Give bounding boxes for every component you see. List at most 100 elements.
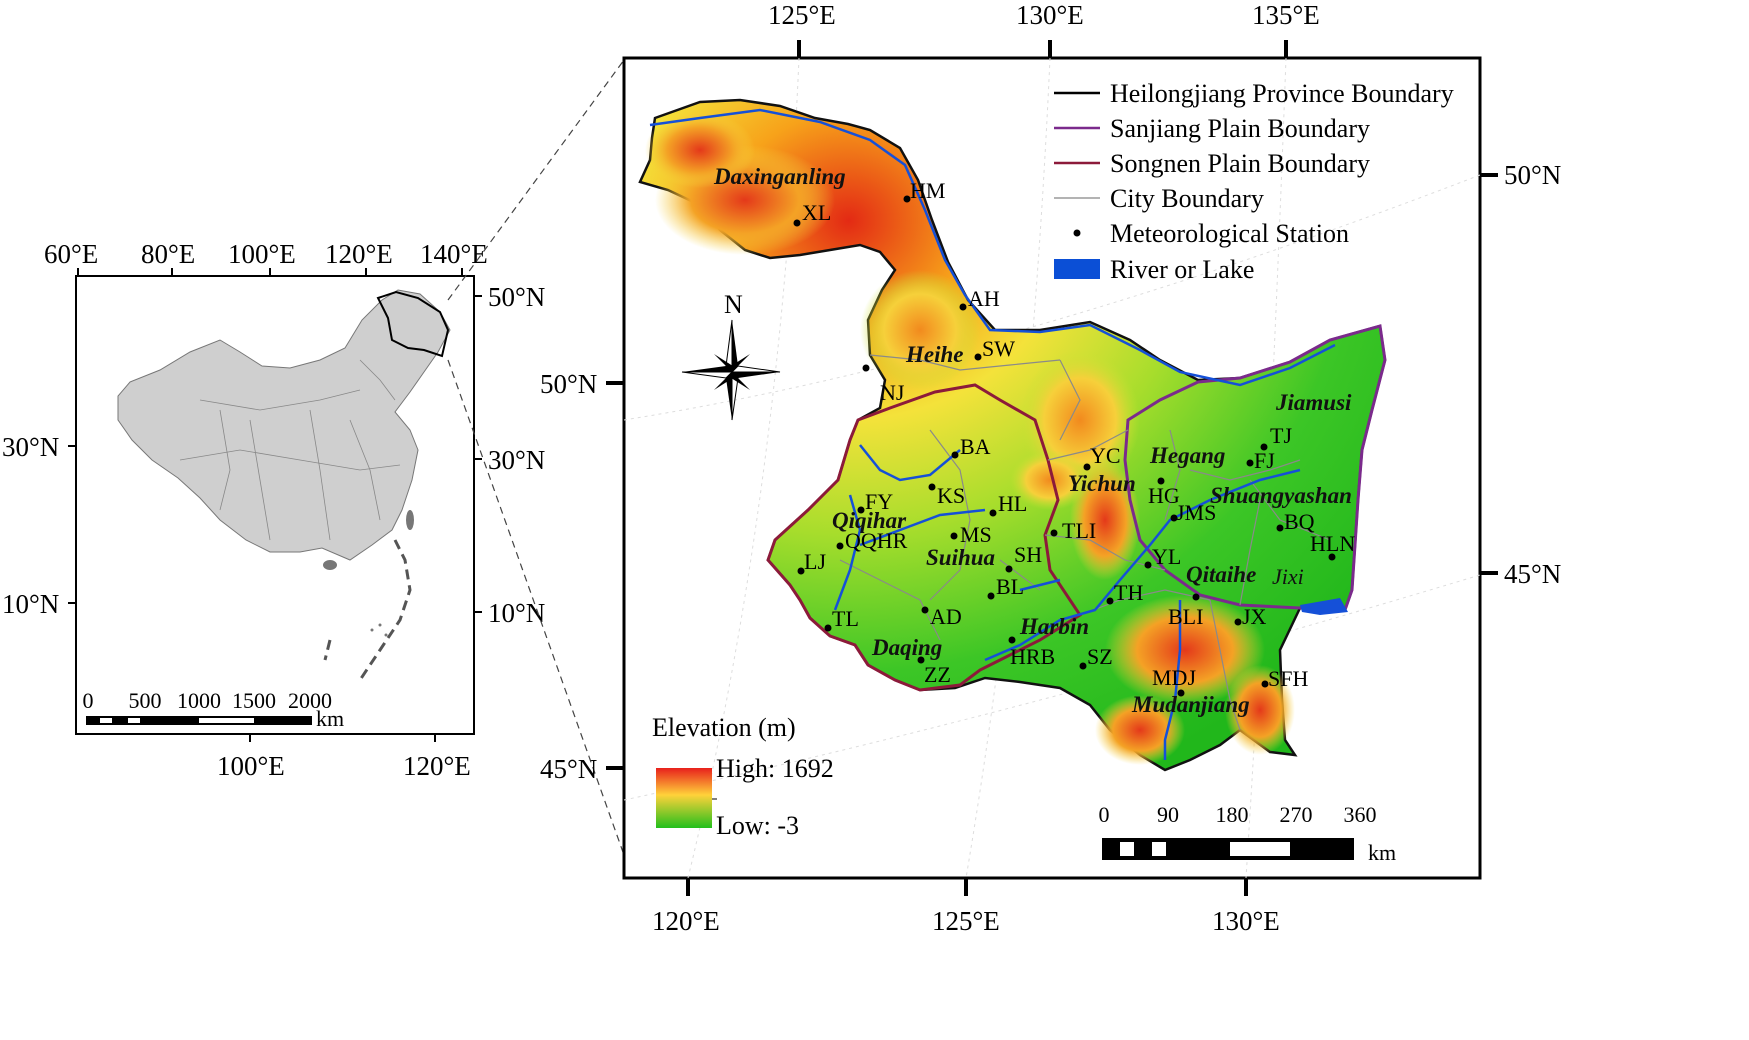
inset-bottom-tick: 100°E [217,751,285,781]
station-label: SW [982,336,1015,361]
city-label: Qiqihar [832,508,907,533]
inset-tick-marks [68,268,482,742]
inset-top-tick: 120°E [325,239,393,269]
station-label: FJ [1254,448,1275,473]
station-label: BQ [1284,509,1315,534]
north-label: N [724,290,743,319]
svg-text:0: 0 [1099,802,1110,827]
station-label: HLN [1310,531,1355,556]
elevation-high: High: 1692 [716,754,834,783]
station-label: YC [1090,443,1121,468]
main-left-tick: 45°N [540,754,597,784]
svg-text:2000: 2000 [288,688,332,713]
main-top-tick: 135°E [1252,0,1320,30]
city-label: Harbin [1019,614,1089,639]
province-lines [179,359,401,541]
elevation-title: Elevation (m) [652,713,796,742]
main-left-tick: 50°N [540,369,597,399]
svg-text:1500: 1500 [232,688,276,713]
city-label: Heihe [905,342,964,367]
station-label: SFH [1268,666,1308,691]
songnen-plain-boundary [766,383,1083,692]
svg-text:km: km [1368,840,1396,865]
legend-label: Meteorological Station [1110,219,1349,248]
inset-bottom-tick: 120°E [403,751,471,781]
station-label: ZZ [924,662,951,687]
station-label: LJ [804,549,826,574]
main-map: N 125°E 130°E 135°E 120°E 125°E 130°E 50… [540,0,1561,936]
north-arrow-icon [681,319,781,421]
inset-right-tick: 30°N [488,445,545,475]
legend-label: Sanjiang Plain Boundary [1110,114,1370,143]
station-label: MDJ [1152,665,1196,690]
station-label: KS [937,483,965,508]
main-scale-bar: 0 90 180 270 360 km [1099,802,1397,865]
station-label: BLI [1168,604,1203,629]
legend: Heilongjiang Province Boundary Sanjiang … [1054,79,1454,284]
main-bottom-tick: 120°E [652,906,720,936]
elevation-patches [645,112,1295,765]
city-names: Daxinganling Heihe Qiqihar Suihua Daqing… [713,164,1352,717]
legend-symbol [1054,259,1100,279]
main-top-tick: 125°E [768,0,836,30]
city-label: Daqing [871,635,942,660]
station-label: HM [910,178,945,203]
china-landmass [117,289,451,561]
inset-right-tick: 10°N [488,598,545,628]
city-label: Daxinganling [713,164,846,189]
station-label: MS [960,522,992,547]
inset-left-tick: 30°N [2,432,59,462]
svg-text:km: km [316,706,344,731]
station-label: HG [1148,483,1180,508]
inset-map: 60°E 80°E 100°E 120°E 140°E 100°E 120°E … [2,239,545,781]
taiwan-hainan [323,510,414,637]
station-label: FY [865,489,893,514]
inset-right-tick: 50°N [488,282,545,312]
station-label: QQHR [845,528,908,553]
city-label: Hegang [1149,443,1225,468]
main-top-tick: 130°E [1016,0,1084,30]
elevation-low: Low: -3 [716,811,799,840]
zoom-connector-lines [447,59,625,856]
station-label: TL [832,606,859,631]
city-label: Suihua [926,545,995,570]
station-label: TJ [1270,423,1292,448]
svg-text:1000: 1000 [177,688,221,713]
stations: XL HM AH SW NJ BA KS FY HL QQHR MS LJ SH… [793,178,1355,697]
station-label: TH [1114,580,1143,605]
sanjiang-plain-boundary [1123,324,1387,612]
city-label: Yichun [1068,471,1136,496]
svg-text:360: 360 [1344,802,1377,827]
city-label: Mudanjiang [1131,692,1250,717]
station-label: SZ [1087,644,1113,669]
legend-label: Heilongjiang Province Boundary [1110,79,1454,108]
rivers [649,108,1336,760]
station-label: JMS [1176,500,1216,525]
legend-label: River or Lake [1110,255,1254,284]
main-right-tick: 50°N [1504,160,1561,190]
inset-top-tick: 140°E [420,239,488,269]
legend-symbol [1073,229,1081,237]
elevation-legend: Elevation (m) High: 1692 Low: -3 [652,713,834,840]
city-label: Jixi [1272,564,1304,589]
station-label: YL [1152,544,1181,569]
south-sea-islands [323,539,412,681]
station-label: HRB [1010,644,1055,669]
station-label: BL [996,574,1024,599]
svg-text:270: 270 [1280,802,1313,827]
inset-scale-bar: 0 500 1000 1500 2000 km [83,688,345,731]
station-label: XL [802,200,831,225]
station-label: AH [968,286,1000,311]
svg-text:0: 0 [83,688,94,713]
city-label: Jiamusi [1275,390,1352,415]
station-label: HL [998,491,1027,516]
legend-label: City Boundary [1110,184,1264,213]
main-bottom-tick: 130°E [1212,906,1280,936]
city-label: Qitaihe [1186,562,1256,587]
legend-label: Songnen Plain Boundary [1110,149,1370,178]
elevation-color-ramp [656,768,712,828]
svg-text:500: 500 [129,688,162,713]
xingkai-lake [1300,598,1348,615]
svg-text:180: 180 [1216,802,1249,827]
station-label: NJ [880,380,905,405]
